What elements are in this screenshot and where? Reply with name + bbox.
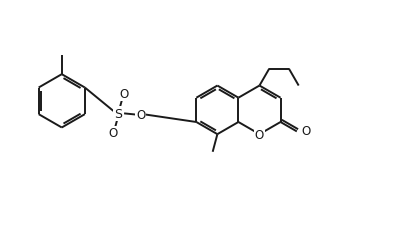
Text: O: O bbox=[255, 128, 264, 141]
Text: O: O bbox=[301, 125, 311, 137]
Text: O: O bbox=[136, 109, 145, 122]
Text: O: O bbox=[108, 127, 118, 140]
Text: S: S bbox=[115, 107, 123, 120]
Text: O: O bbox=[119, 88, 129, 101]
